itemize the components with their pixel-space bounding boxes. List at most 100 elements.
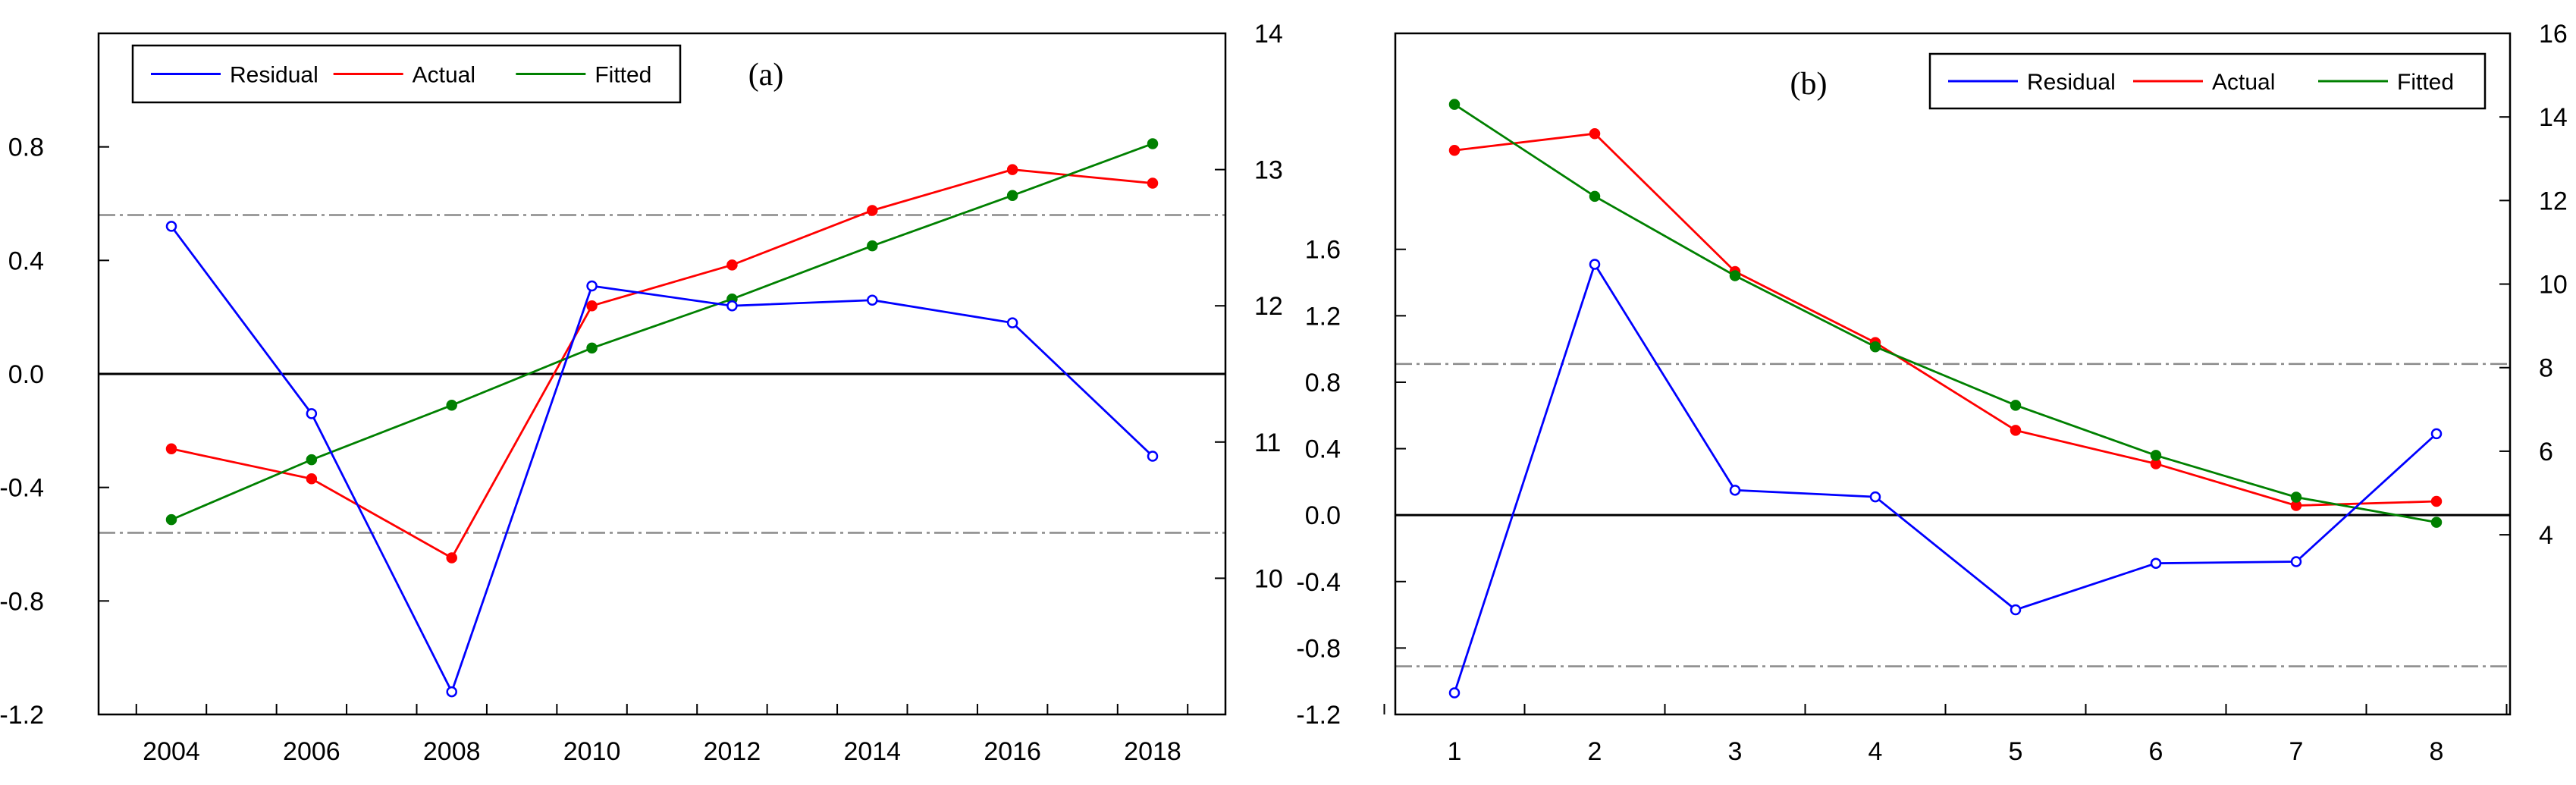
left-tick-label: -0.8	[0, 587, 44, 616]
data-point-actual	[446, 552, 457, 564]
data-point-actual	[867, 205, 878, 216]
data-point-residual	[2150, 557, 2162, 569]
data-point-residual	[1869, 491, 1881, 503]
data-point-residual	[446, 686, 457, 698]
x-tick-label: 2	[1588, 737, 1602, 766]
right-tick-label: 10	[2539, 271, 2568, 300]
right-tick-label: 12	[1254, 292, 1283, 321]
legend-label: Actual	[2212, 70, 2275, 95]
right-tick-label: 10	[1254, 564, 1283, 593]
data-point-fitted	[586, 342, 598, 354]
panel-label: (a)	[748, 58, 784, 93]
legend: Residual Actual Fitted	[1928, 52, 2487, 110]
data-point-actual	[1589, 127, 1601, 140]
data-point-actual	[726, 259, 738, 271]
series-line-fitted	[1454, 103, 2437, 523]
data-point-fitted	[446, 400, 457, 411]
data-point-fitted	[867, 240, 878, 252]
data-point-fitted	[1448, 99, 1461, 110]
data-point-residual	[306, 408, 318, 419]
right-tick-label: 12	[2539, 187, 2568, 215]
data-point-residual	[1006, 317, 1018, 328]
data-point-residual	[1729, 485, 1741, 496]
right-tick-label: 14	[2539, 103, 2568, 132]
data-point-actual	[165, 443, 177, 455]
data-point-fitted	[2150, 450, 2162, 461]
x-tick-label: 2010	[563, 737, 621, 766]
legend-label: Fitted	[595, 63, 651, 88]
x-tick-label: 7	[2289, 737, 2304, 766]
data-point-residual	[586, 280, 598, 292]
left-tick-label: -1.2	[0, 701, 44, 730]
data-point-residual	[2290, 556, 2302, 567]
left-tick-label: -1.2	[1296, 701, 1341, 730]
data-point-residual	[1589, 259, 1601, 270]
data-point-actual	[2010, 425, 2022, 436]
legend-box	[131, 44, 682, 104]
x-tick-label: 2012	[704, 737, 761, 766]
right-tick-label: 4	[2539, 521, 2553, 550]
x-tick-label: 1	[1448, 737, 1462, 766]
data-point-residual	[1147, 451, 1159, 462]
data-point-residual	[1448, 687, 1461, 699]
x-tick-label: 2008	[423, 737, 481, 766]
data-point-residual	[165, 221, 177, 232]
left-tick-label: 0.4	[1305, 435, 1341, 464]
data-point-fitted	[2010, 400, 2022, 411]
legend-label: Actual	[413, 63, 475, 88]
right-tick-label: 14	[1254, 20, 1283, 49]
data-point-residual	[726, 300, 738, 312]
data-point-actual	[1147, 177, 1159, 189]
data-point-fitted	[2430, 517, 2443, 528]
x-tick-label: 2006	[283, 737, 340, 766]
series-line-actual	[1454, 132, 2437, 507]
left-tick-label: 0.0	[1305, 501, 1341, 530]
x-tick-label: 6	[2149, 737, 2163, 766]
panel-label: (b)	[1790, 67, 1828, 102]
legend: Residual Actual Fitted	[131, 44, 682, 104]
x-tick-label: 3	[1728, 737, 1743, 766]
left-tick-label: 0.4	[8, 246, 44, 275]
data-point-actual	[1448, 145, 1461, 156]
data-point-residual	[2430, 428, 2443, 440]
data-point-actual	[1006, 164, 1018, 175]
legend-label: Fitted	[2397, 70, 2454, 95]
series-line-residual	[1453, 262, 2437, 693]
right-tick-label: 11	[1254, 429, 1281, 457]
data-point-fitted	[1869, 341, 1881, 353]
plot-frame	[1394, 32, 2512, 716]
left-tick-label: 0.8	[8, 133, 44, 162]
x-tick-label: 8	[2430, 737, 2444, 766]
right-tick-label: 8	[2539, 354, 2553, 383]
series-line-residual	[170, 225, 1153, 695]
data-point-residual	[2010, 604, 2022, 616]
data-point-actual	[2430, 495, 2443, 507]
legend-box	[1928, 52, 2487, 110]
right-tick-label: 13	[1254, 156, 1283, 185]
left-tick-label: -0.4	[1296, 568, 1341, 597]
data-point-fitted	[1006, 190, 1018, 201]
left-tick-label: 1.2	[1305, 302, 1341, 331]
series-line-fitted	[171, 143, 1153, 521]
x-tick-label: 2016	[984, 737, 1041, 766]
data-point-fitted	[1589, 190, 1601, 203]
data-point-residual	[867, 294, 878, 306]
x-tick-label: 2004	[143, 737, 200, 766]
chart-panel-a: -1.2 -0.8 -0.4 0.0 0.4 0.8 10 11 12 13 14 2004 2006 2…	[0, 20, 1283, 766]
left-tick-label: 0.8	[1305, 369, 1341, 397]
x-tick-label: 2014	[843, 737, 901, 766]
legend-label: Residual	[2027, 70, 2116, 95]
left-tick-label: 1.6	[1305, 236, 1341, 265]
right-tick-label: 6	[2539, 438, 2553, 466]
data-point-fitted	[1729, 270, 1741, 281]
x-tick-label: 2018	[1124, 737, 1181, 766]
data-point-actual	[586, 300, 598, 312]
x-tick-label: 5	[2009, 737, 2023, 766]
left-tick-label: 0.0	[8, 360, 44, 389]
right-tick-label: 16	[2539, 20, 2568, 49]
left-tick-label: -0.8	[1296, 634, 1341, 663]
left-tick-label: -0.4	[0, 474, 44, 503]
